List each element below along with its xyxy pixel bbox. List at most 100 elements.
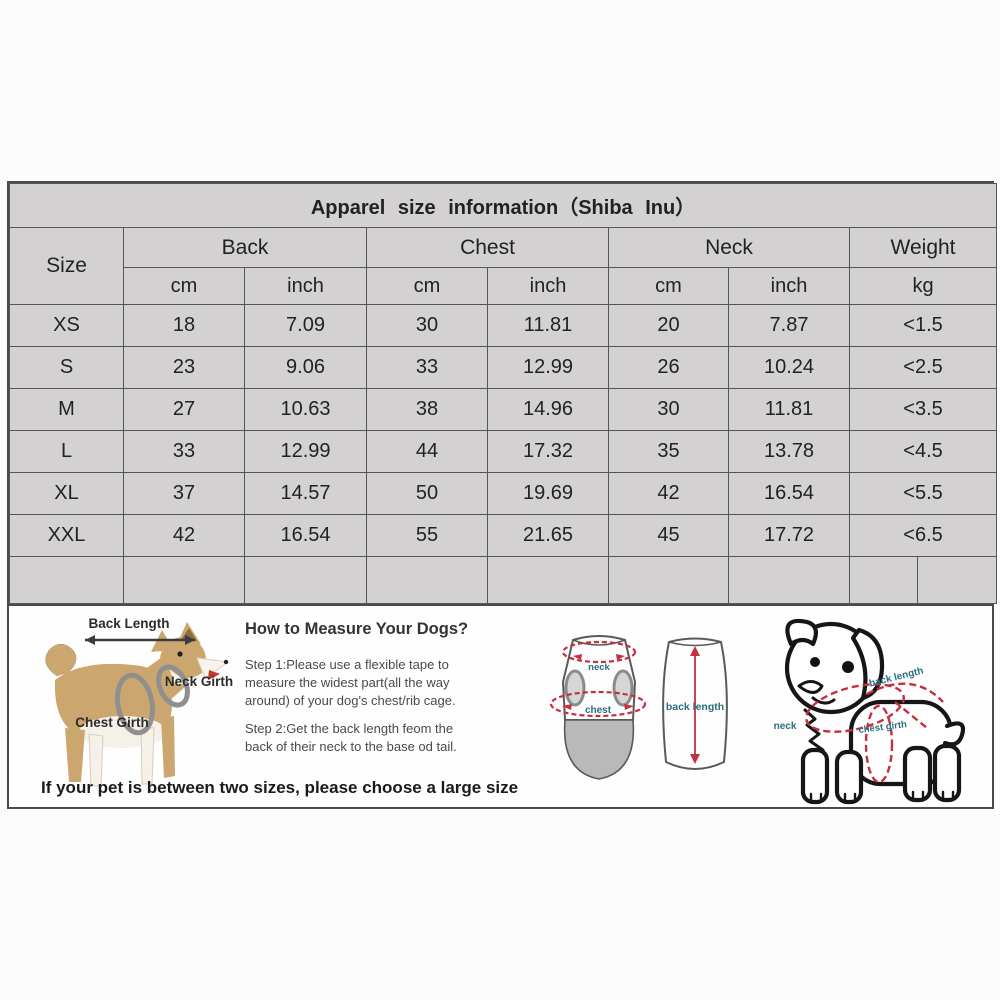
size-cell: XS (9, 304, 124, 347)
chest-cm-cell: 38 (366, 388, 488, 431)
sizing-note: If your pet is between two sizes, please… (41, 778, 519, 797)
measuring-guide-section: Back Length Neck Girth Chest Girth How t… (9, 604, 992, 807)
garment-back-diagram: back length (662, 637, 728, 770)
chest-inch-cell: 19.69 (487, 472, 609, 515)
step1-text: Step 1:Please use a flexible tape to mea… (245, 657, 456, 708)
size-chart-sheet: Apparel size information（Shiba Inu） Size… (7, 181, 998, 809)
table-header-groups: Size Back Chest Neck Weight (9, 227, 998, 305)
neck-inch-cell: 10.24 (728, 346, 850, 389)
back-cm-cell: 33 (123, 430, 245, 473)
size-cell: S (9, 346, 124, 389)
back-inch-cell: 14.57 (244, 472, 367, 515)
chest-girth-label: Chest Girth (75, 715, 149, 730)
size-cell: XXL (9, 514, 124, 557)
header-chest: Chest (366, 227, 609, 268)
weight-cell: <2.5 (848, 346, 998, 389)
header-back-inch: inch (244, 267, 367, 305)
header-kg: kg (848, 267, 998, 305)
shiba-dog-drawing (45, 622, 230, 787)
size-cell: XL (9, 472, 124, 515)
neck-cm-cell: 45 (608, 514, 729, 557)
header-neck: Neck (608, 227, 850, 268)
garment-front-diagram: neck chest (549, 635, 647, 780)
table-title: Apparel size information（Shiba Inu） (8, 183, 998, 228)
neck-cm-cell: 35 (608, 430, 729, 473)
size-cell: M (9, 388, 124, 431)
puppy-drawing (784, 618, 966, 805)
empty-cell (244, 556, 367, 604)
header-size: Size (9, 227, 124, 305)
sleeve-hole-left (564, 669, 586, 707)
neck-inch-cell: 17.72 (728, 514, 850, 557)
header-chest-cm: cm (366, 267, 488, 305)
empty-cell (487, 556, 609, 604)
back-inch-cell: 9.06 (244, 346, 367, 389)
neck-inch-cell: 13.78 (728, 430, 850, 473)
table-row-xl: XL 37 14.57 50 19.69 42 16.54 <5.5 (9, 472, 998, 515)
weight-cell: <4.5 (848, 430, 998, 473)
header-weight: Weight (848, 227, 998, 268)
neck-cm-cell: 20 (608, 304, 729, 347)
neck-strap (156, 664, 190, 708)
empty-cell (9, 556, 124, 604)
back-inch-cell: 12.99 (244, 430, 367, 473)
back-inch-cell: 16.54 (244, 514, 367, 557)
table-row-m: M 27 10.63 38 14.96 30 11.81 <3.5 (9, 388, 998, 431)
neck-cm-cell: 26 (608, 346, 729, 389)
empty-cell (123, 556, 245, 604)
chest-cm-cell: 55 (366, 514, 488, 557)
empty-cell (849, 556, 918, 604)
dog-tongue (208, 670, 220, 680)
weight-cell: <5.5 (848, 472, 998, 515)
table-empty-row (9, 556, 998, 604)
puppy-measure-marks (805, 682, 944, 784)
puppy-eye (842, 661, 854, 673)
weight-cell: <1.5 (848, 304, 998, 347)
empty-cell (728, 556, 850, 604)
howto-heading: How to Measure Your Dogs? (245, 620, 469, 638)
back-length-arrow-icon (85, 635, 195, 645)
neck-inch-cell: 11.81 (728, 388, 850, 431)
garment-back-length-label: back length (666, 701, 724, 713)
puppy-neck-label: neck (774, 721, 797, 732)
header-back-cm: cm (123, 267, 245, 305)
back-cm-cell: 23 (123, 346, 245, 389)
table-row-s: S 23 9.06 33 12.99 26 10.24 <2.5 (9, 346, 998, 389)
back-cm-cell: 37 (123, 472, 245, 515)
chest-inch-cell: 17.32 (487, 430, 609, 473)
garment-chest-label: chest (585, 705, 612, 716)
garment-measure-diagrams: neck chest back length (549, 635, 728, 780)
measure-diagram-dog-illustration: Back Length Neck Girth Chest Girth (45, 616, 233, 787)
weight-cell: <3.5 (848, 388, 998, 431)
apparel-size-table: Apparel size information（Shiba Inu） Size… (8, 183, 998, 604)
back-length-label: Back Length (88, 616, 169, 631)
garment-belly-panel (563, 719, 635, 780)
garment-neck-label: neck (588, 662, 610, 673)
empty-cell (608, 556, 729, 604)
table-title-row: Apparel size information（Shiba Inu） (8, 183, 998, 228)
puppy-right-ear-icon (850, 627, 885, 701)
table-row-xs: XS 18 7.09 30 11.81 20 7.87 <1.5 (9, 304, 998, 347)
chest-inch-cell: 12.99 (487, 346, 609, 389)
back-inch-cell: 7.09 (244, 304, 367, 347)
puppy-left-ear-icon (785, 618, 818, 647)
table-header-units: cm inch cm inch cm inch kg (10, 267, 998, 305)
header-chest-inch: inch (487, 267, 609, 305)
chest-inch-cell: 11.81 (487, 304, 609, 347)
back-cm-cell: 42 (123, 514, 245, 557)
step2-text: Step 2:Get the back length feom the back… (245, 721, 457, 754)
empty-cell (366, 556, 488, 604)
neck-cm-cell: 42 (608, 472, 729, 515)
neck-girth-label: Neck Girth (165, 674, 233, 689)
header-back: Back (123, 227, 367, 268)
weight-cell: <6.5 (848, 514, 998, 557)
chest-inch-cell: 14.96 (487, 388, 609, 431)
header-neck-cm: cm (608, 267, 729, 305)
table-row-xxl: XXL 42 16.54 55 21.65 45 17.72 <6.5 (9, 514, 998, 557)
back-inch-cell: 10.63 (244, 388, 367, 431)
chest-cm-cell: 50 (366, 472, 488, 515)
empty-cell (916, 556, 998, 604)
chest-cm-cell: 44 (366, 430, 488, 473)
neck-inch-cell: 7.87 (728, 304, 850, 347)
